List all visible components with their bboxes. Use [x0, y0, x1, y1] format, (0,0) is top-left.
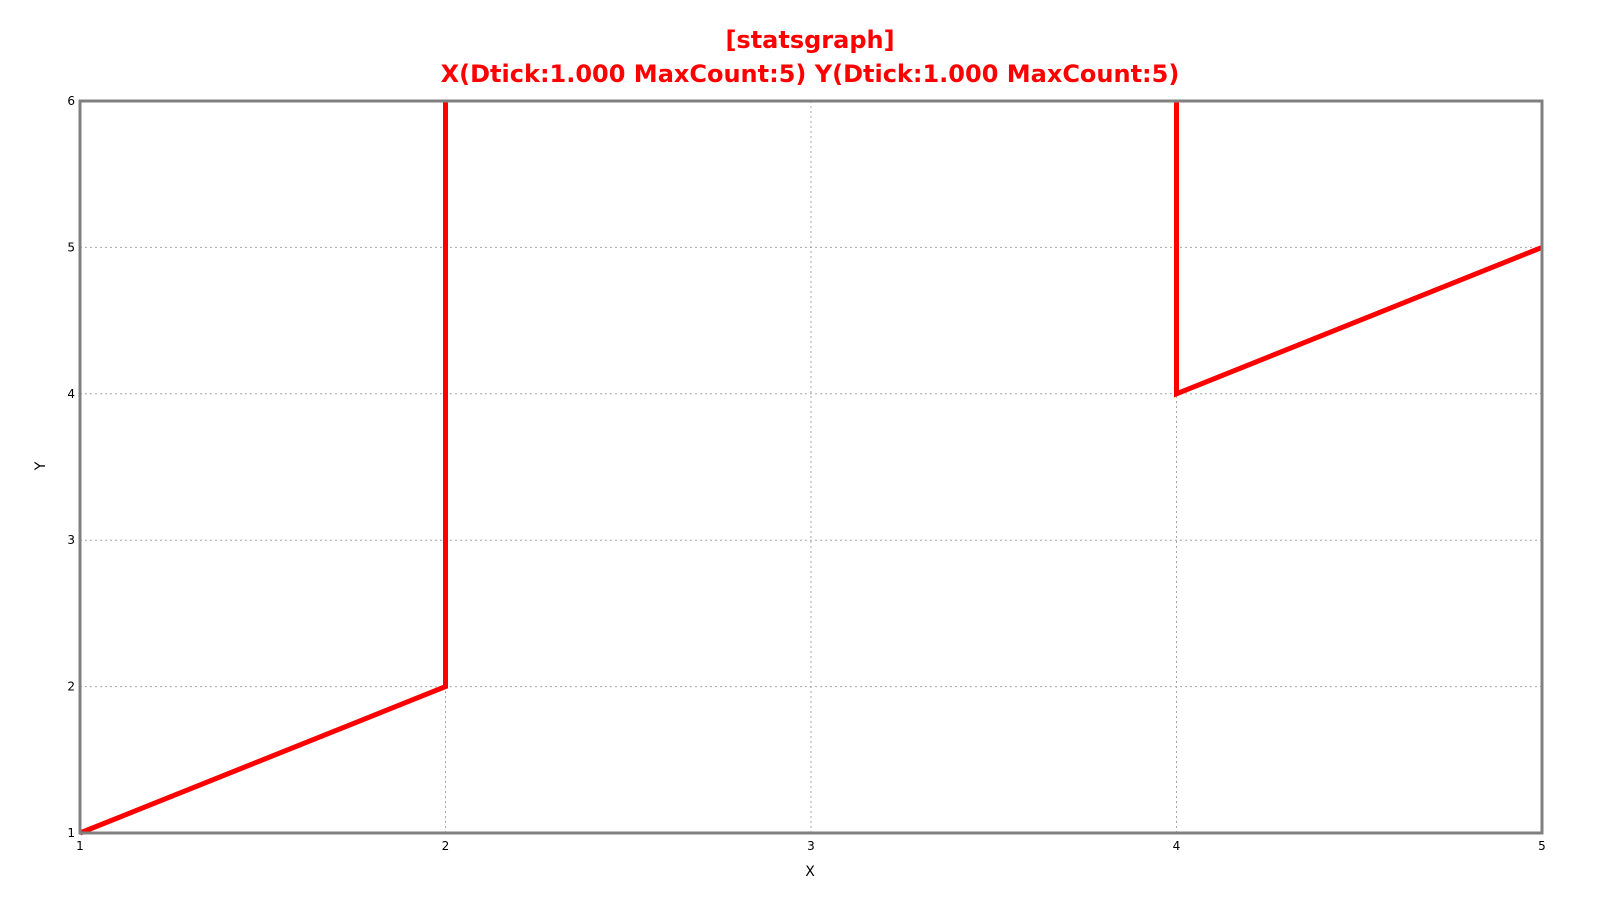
plot-area-frame [78, 99, 1544, 835]
y-axis-ticks: 1 2 3 4 5 6 [67, 94, 75, 840]
y-tick-label: 6 [67, 94, 75, 108]
x-tick-label: 2 [442, 839, 450, 853]
y-tick-label: 5 [67, 240, 75, 254]
series-line-2 [1174, 101, 1543, 398]
series-line-1 [79, 101, 448, 836]
x-tick-label: 3 [807, 839, 815, 853]
x-tick-label: 1 [76, 839, 84, 853]
chart-title: [statsgraph] [725, 26, 894, 54]
x-axis-ticks: 1 2 3 4 5 [76, 839, 1546, 853]
x-axis-label: X [805, 864, 815, 880]
y-tick-label: 4 [67, 387, 75, 401]
x-tick-label: 5 [1538, 839, 1546, 853]
y-tick-label: 2 [67, 680, 75, 694]
y-tick-label: 3 [67, 533, 75, 547]
y-tick-label: 1 [67, 826, 75, 840]
chart-subtitle: X(Dtick:1.000 MaxCount:5) Y(Dtick:1.000 … [441, 60, 1180, 88]
grid [79, 100, 1543, 834]
y-axis-label: Y [33, 461, 49, 471]
x-tick-label: 4 [1173, 839, 1181, 853]
series-layer [79, 101, 1543, 836]
